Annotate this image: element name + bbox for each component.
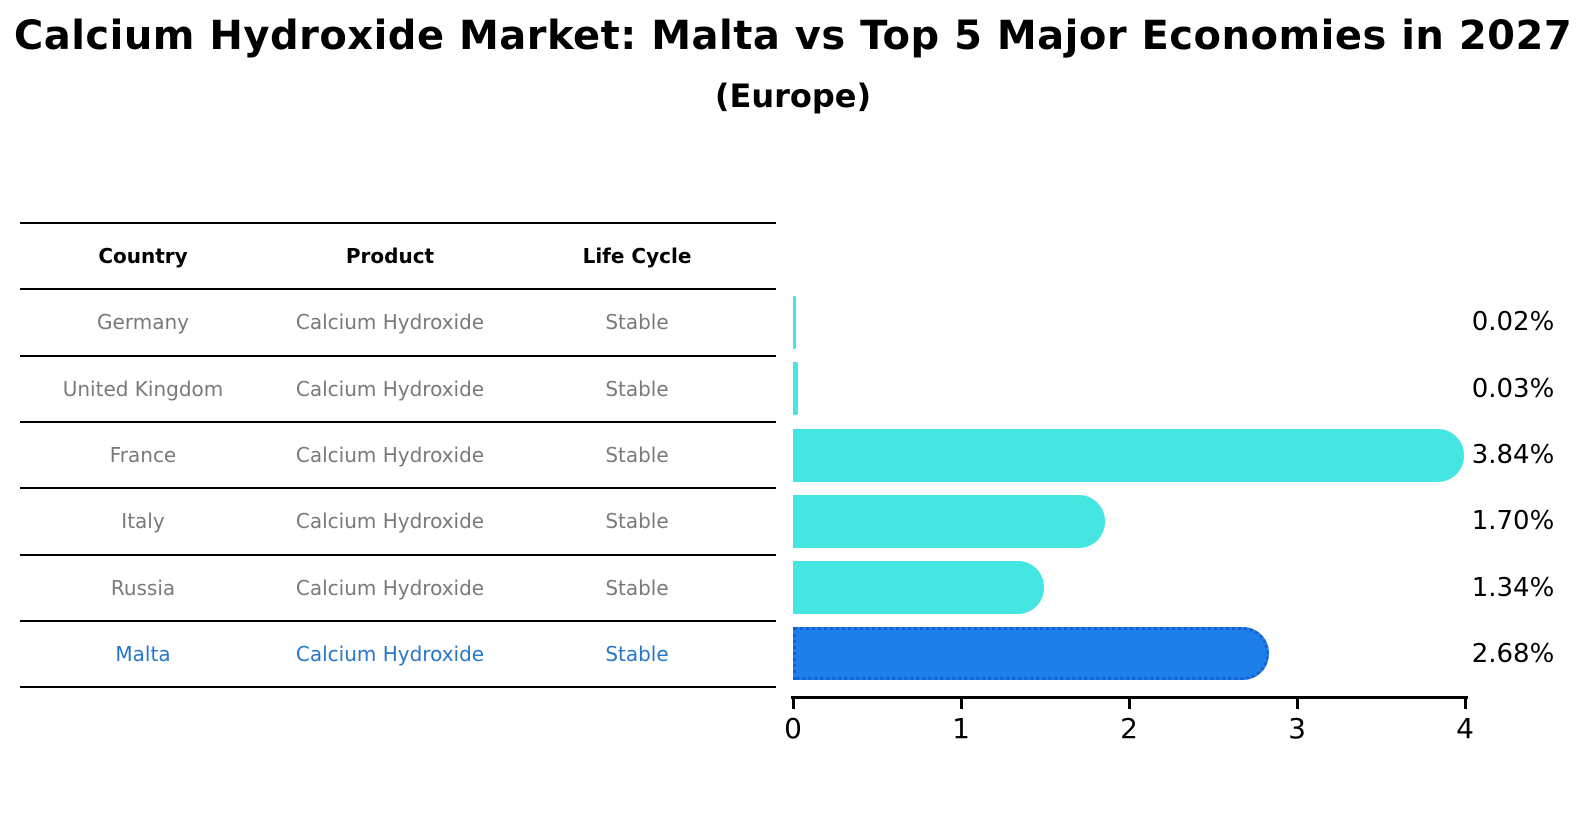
table-cell-country: Italy	[121, 509, 165, 534]
bar-value-label: 2.68%	[1471, 638, 1555, 669]
table-cell-product: Calcium Hydroxide	[295, 310, 485, 335]
table-cell-product: Calcium Hydroxide	[295, 641, 485, 666]
table-cell-lifecycle: Stable	[605, 575, 669, 600]
table-cell-country: Malta	[115, 641, 171, 666]
bar-value-label: 1.34%	[1471, 572, 1555, 603]
x-axis-tick-label: 3	[1288, 712, 1306, 745]
x-axis-tick	[959, 698, 963, 709]
x-axis-tick-label: 4	[1456, 712, 1474, 745]
x-axis-tick	[1463, 698, 1467, 709]
x-axis-tick	[1127, 698, 1131, 709]
table-cell-product: Calcium Hydroxide	[295, 509, 485, 534]
table-header-country: Country	[98, 244, 188, 269]
bar-germany	[793, 295, 797, 349]
table-header-product: Product	[345, 244, 435, 269]
table-cell-country: France	[109, 443, 177, 468]
bar-value-label: 0.03%	[1471, 373, 1555, 404]
bar-united-kingdom	[793, 362, 799, 416]
table-rule	[20, 487, 776, 490]
bar-value-label: 3.84%	[1471, 440, 1555, 471]
x-axis-tick-label: 1	[952, 712, 970, 745]
table-header-lifecycle: Life Cycle	[582, 244, 692, 269]
bar-value-label: 0.02%	[1471, 307, 1555, 338]
x-axis-tick	[1295, 698, 1299, 709]
table-cell-country: Germany	[97, 310, 189, 335]
bar-italy	[793, 494, 1105, 548]
bar-russia	[793, 561, 1045, 615]
table-cell-lifecycle: Stable	[605, 443, 669, 468]
table-cell-lifecycle: Stable	[605, 376, 669, 401]
bar-malta	[793, 627, 1270, 681]
table-rule	[20, 619, 776, 622]
table-rule	[20, 222, 776, 224]
table-cell-lifecycle: Stable	[605, 310, 669, 335]
table-rule	[20, 354, 776, 357]
chart-subtitle: (Europe)	[714, 77, 872, 115]
x-axis-tick	[791, 698, 795, 709]
x-axis-tick-label: 0	[784, 712, 802, 745]
table-rule	[20, 288, 776, 291]
bar-value-label: 1.70%	[1471, 506, 1555, 537]
table-cell-country: United Kingdom	[62, 376, 224, 401]
table-rule	[20, 420, 776, 423]
table-cell-country: Russia	[110, 575, 176, 600]
chart-title: Calcium Hydroxide Market: Malta vs Top 5…	[13, 13, 1573, 59]
table-cell-product: Calcium Hydroxide	[295, 575, 485, 600]
bar-france	[793, 428, 1465, 482]
x-axis	[791, 696, 1468, 699]
table-rule	[20, 686, 776, 689]
table-cell-lifecycle: Stable	[605, 509, 669, 534]
table-cell-product: Calcium Hydroxide	[295, 376, 485, 401]
table-cell-product: Calcium Hydroxide	[295, 443, 485, 468]
table-rule	[20, 553, 776, 556]
x-axis-tick-label: 2	[1120, 712, 1138, 745]
table-cell-lifecycle: Stable	[605, 641, 669, 666]
